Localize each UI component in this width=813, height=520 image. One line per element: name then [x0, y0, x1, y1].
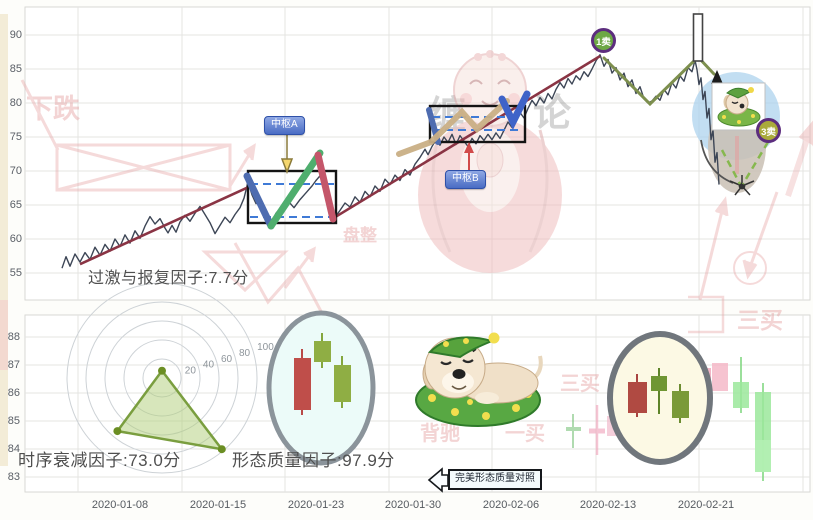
trend-line-2: [334, 54, 601, 219]
watermark-third-buy-label-2: 三买: [560, 373, 600, 395]
candle-green: [314, 341, 331, 362]
pivot-b-pens: [396, 90, 531, 157]
x-axis-date: 2020-02-13: [579, 499, 637, 511]
candle-green: [334, 365, 351, 402]
pivot-b-pointer: [464, 142, 474, 170]
radar-vertex: [158, 366, 166, 375]
y-tick: 60: [9, 232, 22, 245]
y-tick: 87: [7, 358, 20, 371]
pattern-inset-actual: [266, 310, 376, 466]
x-axis-date: 2020-02-21: [677, 499, 735, 511]
sell-point-1-badge: 1卖: [591, 28, 616, 53]
white-candle: [692, 13, 704, 62]
dog-eyes: [440, 359, 474, 366]
quality-factor-text: 形态质量因子:97.9分: [232, 451, 395, 470]
x-axis-date: 2020-01-23: [287, 499, 345, 511]
third-sell-dashed-v: [720, 141, 770, 185]
y-tick: 84: [7, 442, 20, 455]
y-tick: 83: [7, 470, 20, 483]
x-axis-date: 2020-01-30: [384, 499, 442, 511]
watermark-third-buy-label: 三买: [737, 307, 783, 333]
y-tick: 55: [9, 266, 22, 279]
y-tick: 80: [9, 96, 22, 109]
radar-vertex: [113, 427, 122, 436]
radar-ring-label: 60: [221, 354, 233, 365]
pivot-a-label: 中枢A: [264, 116, 305, 135]
watermark-consolidation-label: 盘整: [343, 225, 377, 245]
pivot-b-label: 中枢B: [445, 170, 486, 189]
candle-green: [651, 376, 667, 391]
post-sell-zigzag: [602, 54, 716, 107]
y-tick: 86: [7, 386, 20, 399]
x-axis-date: 2020-01-15: [189, 499, 247, 511]
cap-stars: [443, 338, 469, 347]
perfect-pattern-compare-button[interactable]: 完美形态质量对照: [448, 469, 542, 490]
radar-ring-label: 40: [203, 360, 215, 371]
candle-green: [672, 391, 689, 418]
sleeping-dog-large: [415, 332, 543, 427]
decay-factor-text: 时序衰减因子:73.0分: [18, 451, 181, 470]
y-tick: 85: [9, 62, 22, 75]
sleeping-dog-thumbnail: [711, 82, 770, 185]
visible-kline-candles: [701, 357, 771, 481]
impact-star-marker: [729, 175, 755, 196]
nightcap-pom: [488, 332, 500, 344]
watermark-divergence-label: 背驰: [420, 421, 460, 445]
pivot-box-a: [246, 169, 338, 225]
pivot-a-pens: [243, 149, 337, 230]
y-tick: 70: [9, 164, 22, 177]
radar-polygon: [115, 368, 225, 451]
dog-nose: [452, 369, 466, 379]
trend-line-1: [79, 186, 249, 266]
y-tick: 85: [7, 414, 20, 427]
sell-point-3-badge: 3卖: [756, 118, 781, 143]
radar-ring-label: 80: [239, 348, 251, 359]
candle-red: [294, 358, 311, 410]
drop-curve: [700, 139, 734, 184]
radar-ring-label: 20: [185, 366, 197, 377]
y-tick: 90: [9, 28, 22, 41]
radar-ring-label: 100: [257, 342, 274, 353]
y-tick: 88: [7, 330, 20, 343]
y-tick: 65: [9, 198, 22, 211]
x-axis-date: 2020-02-06: [482, 499, 540, 511]
overshoot-factor-text: 过激与报复因子:7.7分: [88, 270, 249, 287]
x-axis-date: 2020-01-08: [91, 499, 149, 511]
watermark-downtrend-label: 下跌: [26, 94, 80, 124]
factor-radar-chart: 20 40 60 80 100: [66, 282, 274, 474]
y-tick: 75: [9, 130, 22, 143]
radar-vertex: [217, 445, 226, 454]
edge-strip: [0, 14, 8, 466]
pivot-a-pointer: [280, 135, 294, 175]
candle-red: [628, 382, 647, 413]
chan-schematic-watermark: 下跌 盘整 三买 三买 背驰 一买: [20, 79, 813, 445]
watermark-first-buy-label: 一买: [505, 423, 545, 445]
edge-strip-pink: [0, 300, 8, 370]
pattern-inset-perfect: [607, 331, 713, 465]
